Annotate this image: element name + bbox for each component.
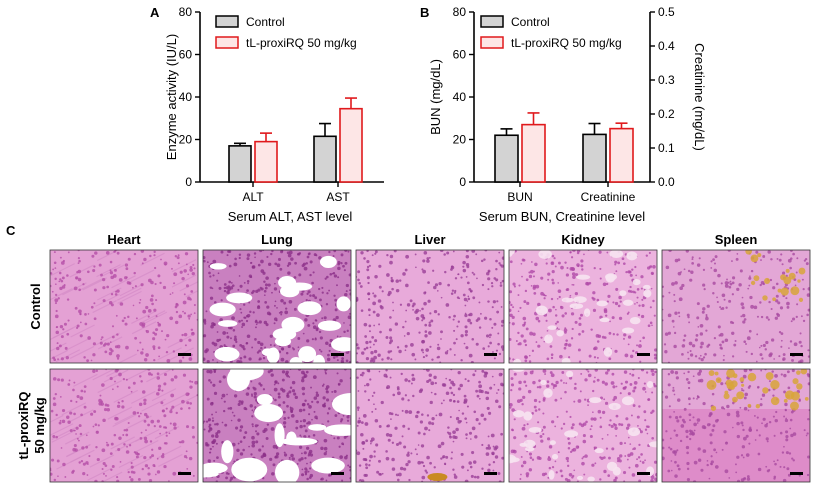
chart-a-xtick-label: ALT <box>242 190 264 204</box>
chart-b-legend-label: Control <box>511 15 550 29</box>
chart-b-bar <box>494 134 519 183</box>
chart-a-legend-label: Control <box>246 15 285 29</box>
scale-bar <box>484 353 497 356</box>
histology-image-kidney-treated <box>508 368 658 483</box>
chart-b-ytick-right-label: 0.5 <box>658 5 675 19</box>
panel-c-label: C <box>6 223 16 238</box>
chart-a-bar <box>339 107 363 183</box>
chart-b-legend-label: tL-proxiRQ 50 mg/kg <box>511 36 622 50</box>
histology-image-heart-treated <box>49 368 199 483</box>
histology-column-title: Spleen <box>715 232 758 247</box>
chart-a-bar <box>313 135 337 183</box>
chart-b-legend-swatch <box>480 36 504 49</box>
chart-b-ytick-label: 20 <box>453 133 467 147</box>
scale-bar <box>637 353 650 356</box>
histology-column-title: Liver <box>414 232 445 247</box>
chart-a-ytick-label: 80 <box>179 5 193 19</box>
chart-b-ytick-right-label: 0.4 <box>658 39 675 53</box>
histology-image-kidney-control <box>508 249 658 364</box>
chart-a-xlabel: Serum ALT, AST level <box>228 209 353 224</box>
histology-row-label: tL-proxiRQ50 mg/kg <box>16 392 47 460</box>
chart-b-bar <box>582 133 607 183</box>
histology-column-title: Heart <box>107 232 141 247</box>
chart-b-ylabel-right: Creatinine (mg/dL) <box>692 43 707 151</box>
scale-bar <box>331 472 344 475</box>
scale-bar <box>178 472 191 475</box>
scale-bar <box>178 353 191 356</box>
histology-row-label: Control <box>28 283 43 329</box>
scale-bar <box>790 472 803 475</box>
histology-image-spleen-control <box>661 249 811 364</box>
chart-a-bar <box>254 140 278 183</box>
histology-image-lung-treated <box>202 368 352 483</box>
chart-b-xtick-label: Creatinine <box>581 190 636 204</box>
chart-b-ytick-label: 60 <box>453 48 467 62</box>
chart-a-xtick-label: AST <box>326 190 350 204</box>
chart-a-legend-swatch <box>215 15 239 28</box>
histology-image-liver-control <box>355 249 505 364</box>
histology-column-title: Kidney <box>561 232 605 247</box>
chart-b-ytick-right-label: 0.2 <box>658 107 675 121</box>
chart-a-ylabel: Enzyme activity (IU/L) <box>164 34 179 160</box>
histology-grid: Heart Lung Liver Kidney Spleen Control tL-prox… <box>16 232 811 483</box>
chart-b-legend-swatch <box>480 15 504 28</box>
panel-b-label: B <box>420 5 429 20</box>
chart-a-ytick-label: 40 <box>179 90 193 104</box>
chart-b-xlabel: Serum BUN, Creatinine level <box>479 209 645 224</box>
chart-b-ytick-label: 0 <box>459 175 466 189</box>
panel-a-label: A <box>150 5 160 20</box>
chart-b-ytick-label: 80 <box>453 5 467 19</box>
chart-a-legend-label: tL-proxiRQ 50 mg/kg <box>246 36 357 50</box>
chart-b-ytick-label: 40 <box>453 90 467 104</box>
chart-b: 0 20 40 60 80 BUN (mg/dL) 0.0 0.1 0.2 0.3 0.4 0.5 Cr… <box>428 5 707 224</box>
histology-column-title: Lung <box>261 232 293 247</box>
chart-b-ylabel: BUN (mg/dL) <box>428 59 443 135</box>
chart-b-xtick-label: BUN <box>507 190 532 204</box>
chart-a-ytick-label: 20 <box>179 133 193 147</box>
chart-b-bar <box>521 123 546 183</box>
chart-a-bar <box>228 145 252 183</box>
chart-a-ytick-label: 0 <box>185 175 192 189</box>
chart-b-ytick-right-label: 0.1 <box>658 141 675 155</box>
chart-a-ytick-label: 60 <box>179 48 193 62</box>
chart-b-ytick-right-label: 0.3 <box>658 73 675 87</box>
chart-b-bar <box>609 127 634 183</box>
scale-bar <box>484 472 497 475</box>
histology-image-liver-treated <box>355 368 505 483</box>
chart-a: 0 20 40 60 80 Enzyme activity (IU/L) ALT AST Ser… <box>164 5 384 224</box>
scale-bar <box>331 353 344 356</box>
scale-bar <box>637 472 650 475</box>
histology-image-heart-control <box>49 249 199 364</box>
scale-bar <box>790 353 803 356</box>
chart-a-legend-swatch <box>215 36 239 49</box>
histology-image-lung-control <box>202 249 352 364</box>
chart-b-ytick-right-label: 0.0 <box>658 175 675 189</box>
histology-image-spleen-treated <box>661 368 811 483</box>
